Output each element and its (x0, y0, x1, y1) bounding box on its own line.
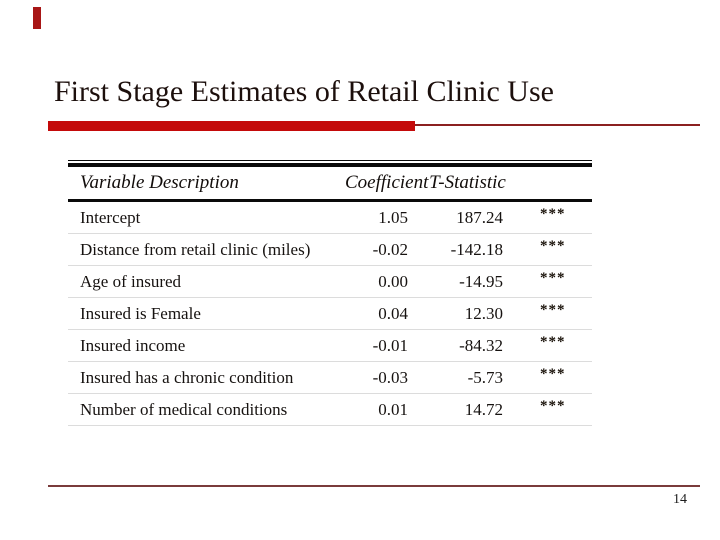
significance-stars: *** (540, 269, 566, 286)
significance-stars: *** (540, 397, 566, 414)
title-underline-line (415, 124, 700, 126)
cell-significance: *** (515, 205, 592, 228)
table-row: Insured income -0.01 -84.32 *** (68, 330, 592, 362)
footer-line (48, 485, 700, 487)
table-top-rule-thin (68, 160, 592, 161)
cell-variable-description: Insured has a chronic condition (80, 367, 294, 387)
cell-variable-description: Age of insured (80, 271, 182, 291)
cell-t-statistic: 14.72 (464, 399, 503, 419)
cell-coefficient: 0.01 (378, 399, 408, 419)
cell-significance: *** (515, 365, 592, 388)
cell-coefficient: -0.03 (372, 367, 408, 387)
slide-title: First Stage Estimates of Retail Clinic U… (54, 75, 554, 108)
cell-variable-description: Number of medical conditions (80, 399, 288, 419)
cell-coefficient: -0.01 (372, 335, 408, 355)
cell-t-statistic: 187.24 (456, 207, 503, 227)
cell-t-statistic: -14.95 (459, 271, 503, 291)
results-table: Variable Description Coefficient T-Stati… (68, 160, 592, 426)
cell-significance: *** (515, 397, 592, 420)
corner-accent-bar (33, 7, 41, 29)
table-top-rule-thick (68, 163, 592, 167)
cell-t-statistic: -84.32 (459, 335, 503, 355)
column-header-coefficient: Coefficient (345, 172, 429, 193)
table-body: Intercept 1.05 187.24 *** Distance from reta… (68, 202, 592, 426)
significance-stars: *** (540, 237, 566, 254)
column-header-variable-description: Variable Description (80, 172, 239, 193)
table-row: Insured has a chronic condition -0.03 -5.7… (68, 362, 592, 394)
table-header-row: Variable Description Coefficient T-Stati… (68, 167, 592, 199)
table-header-bottom-rule (68, 199, 592, 202)
table-row: Intercept 1.05 187.24 *** (68, 202, 592, 234)
significance-stars: *** (540, 301, 566, 318)
title-underline-bar (48, 121, 415, 131)
cell-coefficient: 0.04 (378, 303, 408, 323)
cell-variable-description: Insured income (80, 335, 186, 355)
table-row: Distance from retail clinic (miles) -0.02… (68, 234, 592, 266)
cell-t-statistic: -5.73 (467, 367, 503, 387)
cell-significance: *** (515, 333, 592, 356)
page-number: 14 (673, 492, 687, 507)
cell-variable-description: Insured is Female (80, 303, 201, 323)
significance-stars: *** (540, 365, 566, 382)
significance-stars: *** (540, 333, 566, 350)
cell-significance: *** (515, 237, 592, 260)
cell-t-statistic: -142.18 (450, 239, 503, 259)
cell-significance: *** (515, 269, 592, 292)
table-row: Age of insured 0.00 -14.95 *** (68, 266, 592, 298)
column-header-t-statistic: T-Statistic (429, 172, 506, 193)
significance-stars: *** (540, 205, 566, 222)
cell-coefficient: -0.02 (372, 239, 408, 259)
cell-variable-description: Distance from retail clinic (miles) (80, 239, 311, 259)
table-row: Insured is Female 0.04 12.30 *** (68, 298, 592, 330)
table-row: Number of medical conditions 0.01 14.72 *** (68, 394, 592, 426)
cell-coefficient: 1.05 (378, 207, 408, 227)
cell-t-statistic: 12.30 (464, 303, 503, 323)
cell-significance: *** (515, 301, 592, 324)
cell-variable-description: Intercept (80, 207, 141, 227)
cell-coefficient: 0.00 (378, 271, 408, 291)
